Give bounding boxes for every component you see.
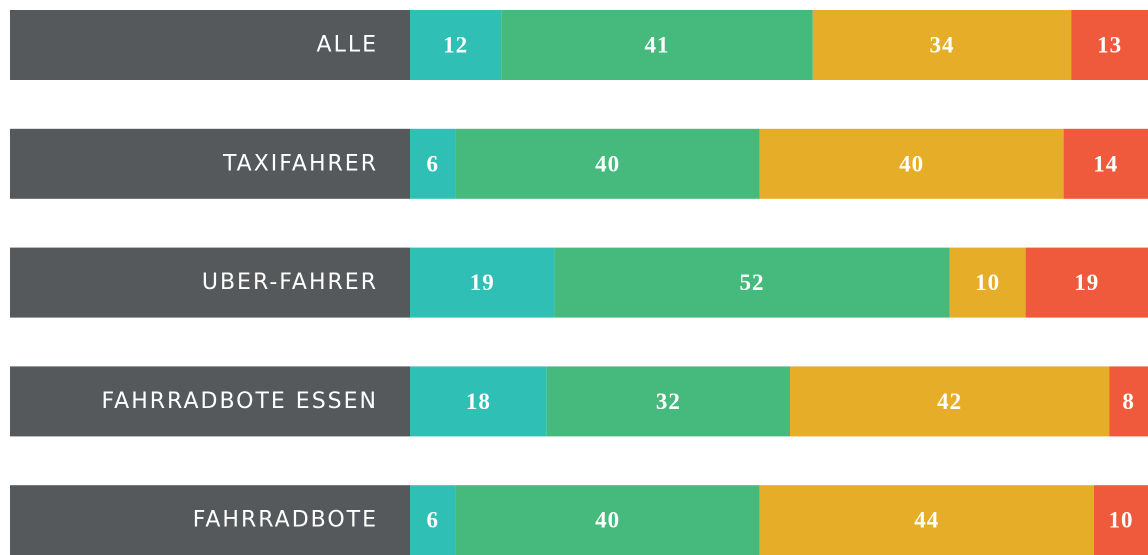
value-label: 42 — [937, 389, 962, 414]
bar-segment — [759, 128, 1064, 199]
bar-segment — [790, 366, 1110, 437]
bar-segment — [410, 485, 456, 555]
value-label: 14 — [1093, 151, 1118, 176]
category-label: UBER-FAHRER — [202, 270, 378, 295]
bar-segment — [455, 128, 760, 199]
value-label: 12 — [443, 33, 468, 58]
value-label: 6 — [427, 151, 440, 176]
bar-segment — [410, 128, 456, 199]
value-label: 19 — [470, 270, 495, 295]
value-label: 18 — [466, 389, 491, 414]
bar-segment — [501, 10, 813, 80]
value-label: 40 — [899, 151, 924, 176]
bar-segment — [759, 485, 1094, 555]
value-label: 10 — [1109, 508, 1134, 533]
value-label: 34 — [930, 33, 955, 58]
value-label: 40 — [595, 508, 620, 533]
bar-segment — [1109, 366, 1148, 437]
category-label: FAHRRADBOTE — [193, 508, 378, 533]
value-label: 8 — [1122, 389, 1135, 414]
category-label: TAXIFAHRER — [222, 151, 378, 176]
bar-segment — [455, 485, 760, 555]
value-label: 40 — [595, 151, 620, 176]
bar-segment — [410, 366, 547, 437]
value-label: 32 — [656, 389, 681, 414]
value-label: 52 — [740, 270, 765, 295]
value-label: 44 — [914, 508, 939, 533]
bar-segment — [546, 366, 790, 437]
category-box — [10, 485, 410, 555]
value-label: 6 — [427, 508, 440, 533]
value-label: 13 — [1097, 33, 1122, 58]
bar-segment — [554, 247, 950, 318]
category-box — [10, 128, 410, 199]
category-box — [10, 366, 410, 437]
category-box — [10, 247, 410, 318]
bar-segment — [410, 247, 555, 318]
value-label: 10 — [975, 270, 1000, 295]
value-label: 19 — [1074, 270, 1099, 295]
category-label: FAHRRADBOTE ESSEN — [102, 389, 378, 414]
bar-segment — [1071, 10, 1148, 80]
bar-segment — [1025, 247, 1148, 318]
value-label: 41 — [645, 33, 670, 58]
bar-segment — [812, 10, 1072, 80]
category-label: ALLE — [317, 33, 378, 58]
category-box — [10, 10, 410, 80]
bar-segment — [1094, 485, 1148, 555]
bar-segment — [949, 247, 1026, 318]
bar-segment — [410, 10, 502, 80]
bar-segment — [1063, 128, 1148, 199]
